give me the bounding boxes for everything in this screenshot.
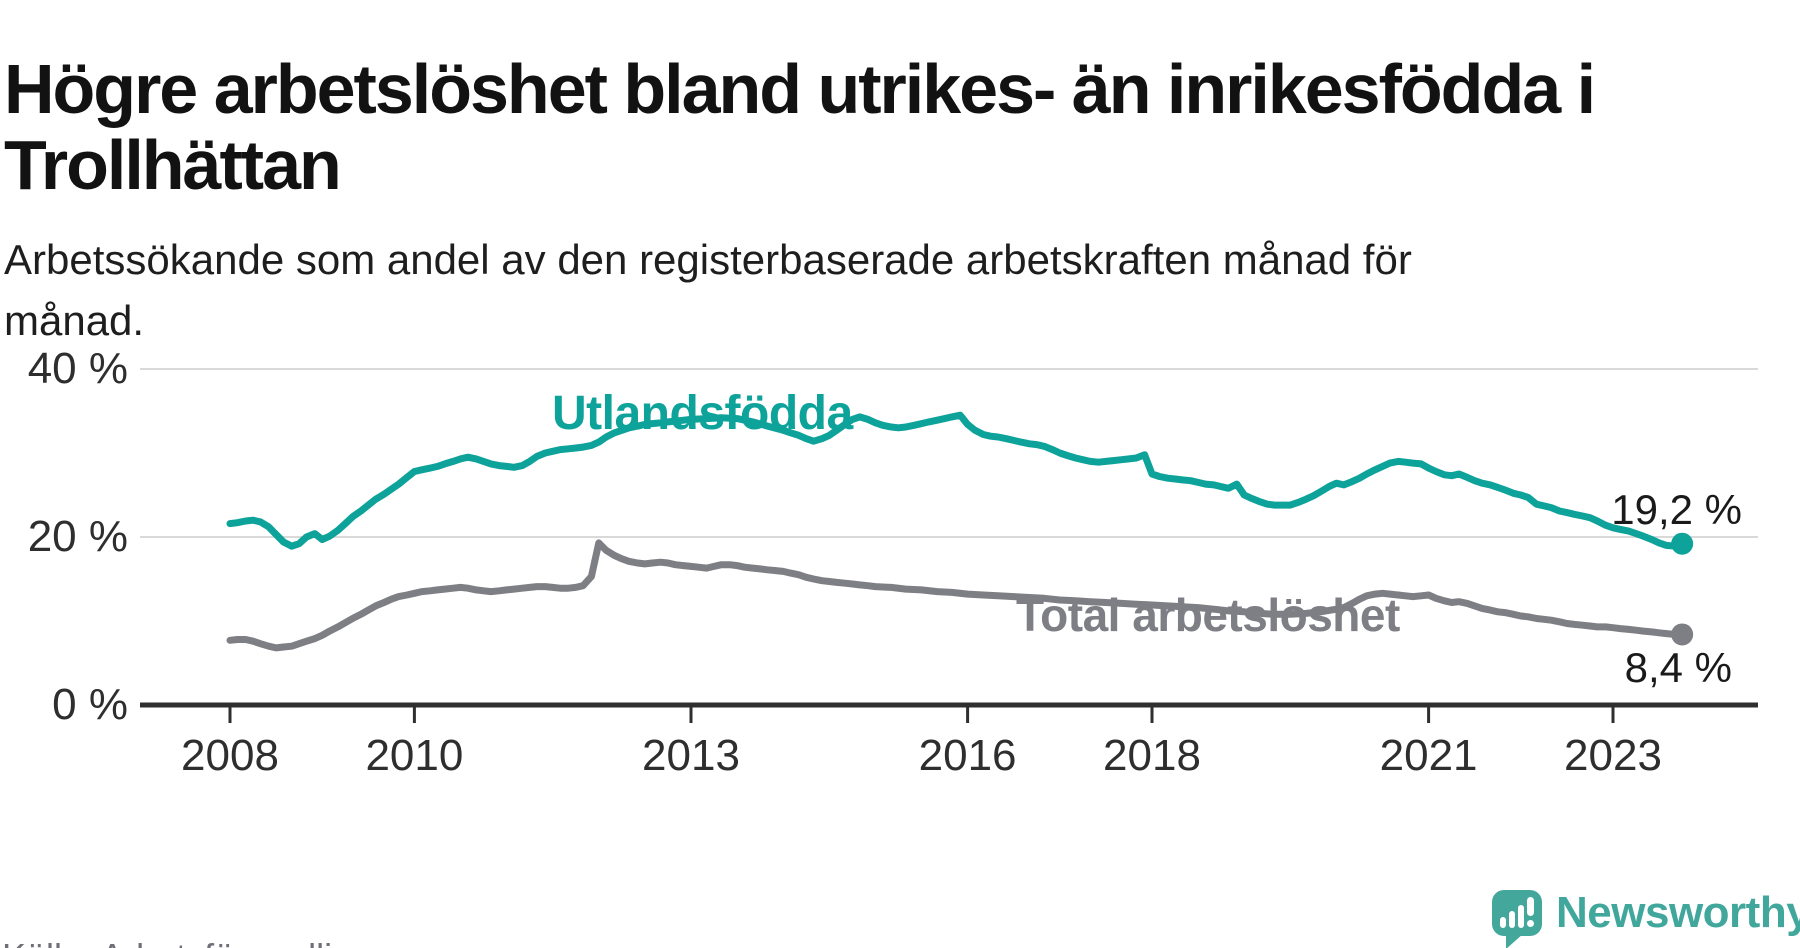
chart-subtitle: Arbetssökande som andel av den registerb… (4, 236, 1412, 344)
series-end-dot-0 (1671, 532, 1694, 555)
x-tick-label: 2018 (1103, 731, 1201, 780)
y-tick-label: 0 % (52, 680, 128, 729)
end-value-label-utlandsfodda: 19,2 % (1611, 486, 1742, 533)
x-tick-label: 2016 (918, 731, 1017, 780)
newsworthy-wordmark: Newsworthy (1556, 888, 1800, 937)
exclamation-icon (1527, 897, 1534, 927)
chart-title: Högre arbetslöshet bland utrikes- än inr… (4, 49, 1596, 205)
y-tick-label: 20 % (27, 512, 128, 561)
x-tick-label: 2008 (181, 731, 279, 780)
series-end-dot-1 (1671, 623, 1694, 646)
bar-chart-icon (1500, 905, 1524, 928)
series-label-total-arbetsloshet: Total arbetslöshet (1016, 589, 1400, 641)
x-tick-label: 2023 (1564, 731, 1662, 780)
series-line-1 (226, 539, 1686, 652)
x-tick-label: 2021 (1379, 731, 1478, 780)
newsworthy-logo: Newsworthy (1492, 888, 1800, 948)
source-note: Källa: Arbetsförmedlingen (2, 936, 412, 948)
x-tick-label: 2010 (365, 731, 464, 780)
series-label-utlandsfodda: Utlandsfödda (552, 387, 853, 440)
x-tick-label: 2013 (642, 731, 740, 780)
series-line-0 (226, 411, 1686, 550)
newsworthy-bubble-icon (1492, 890, 1542, 948)
end-value-label-total: 8,4 % (1624, 644, 1732, 691)
y-tick-label: 40 % (27, 344, 128, 393)
